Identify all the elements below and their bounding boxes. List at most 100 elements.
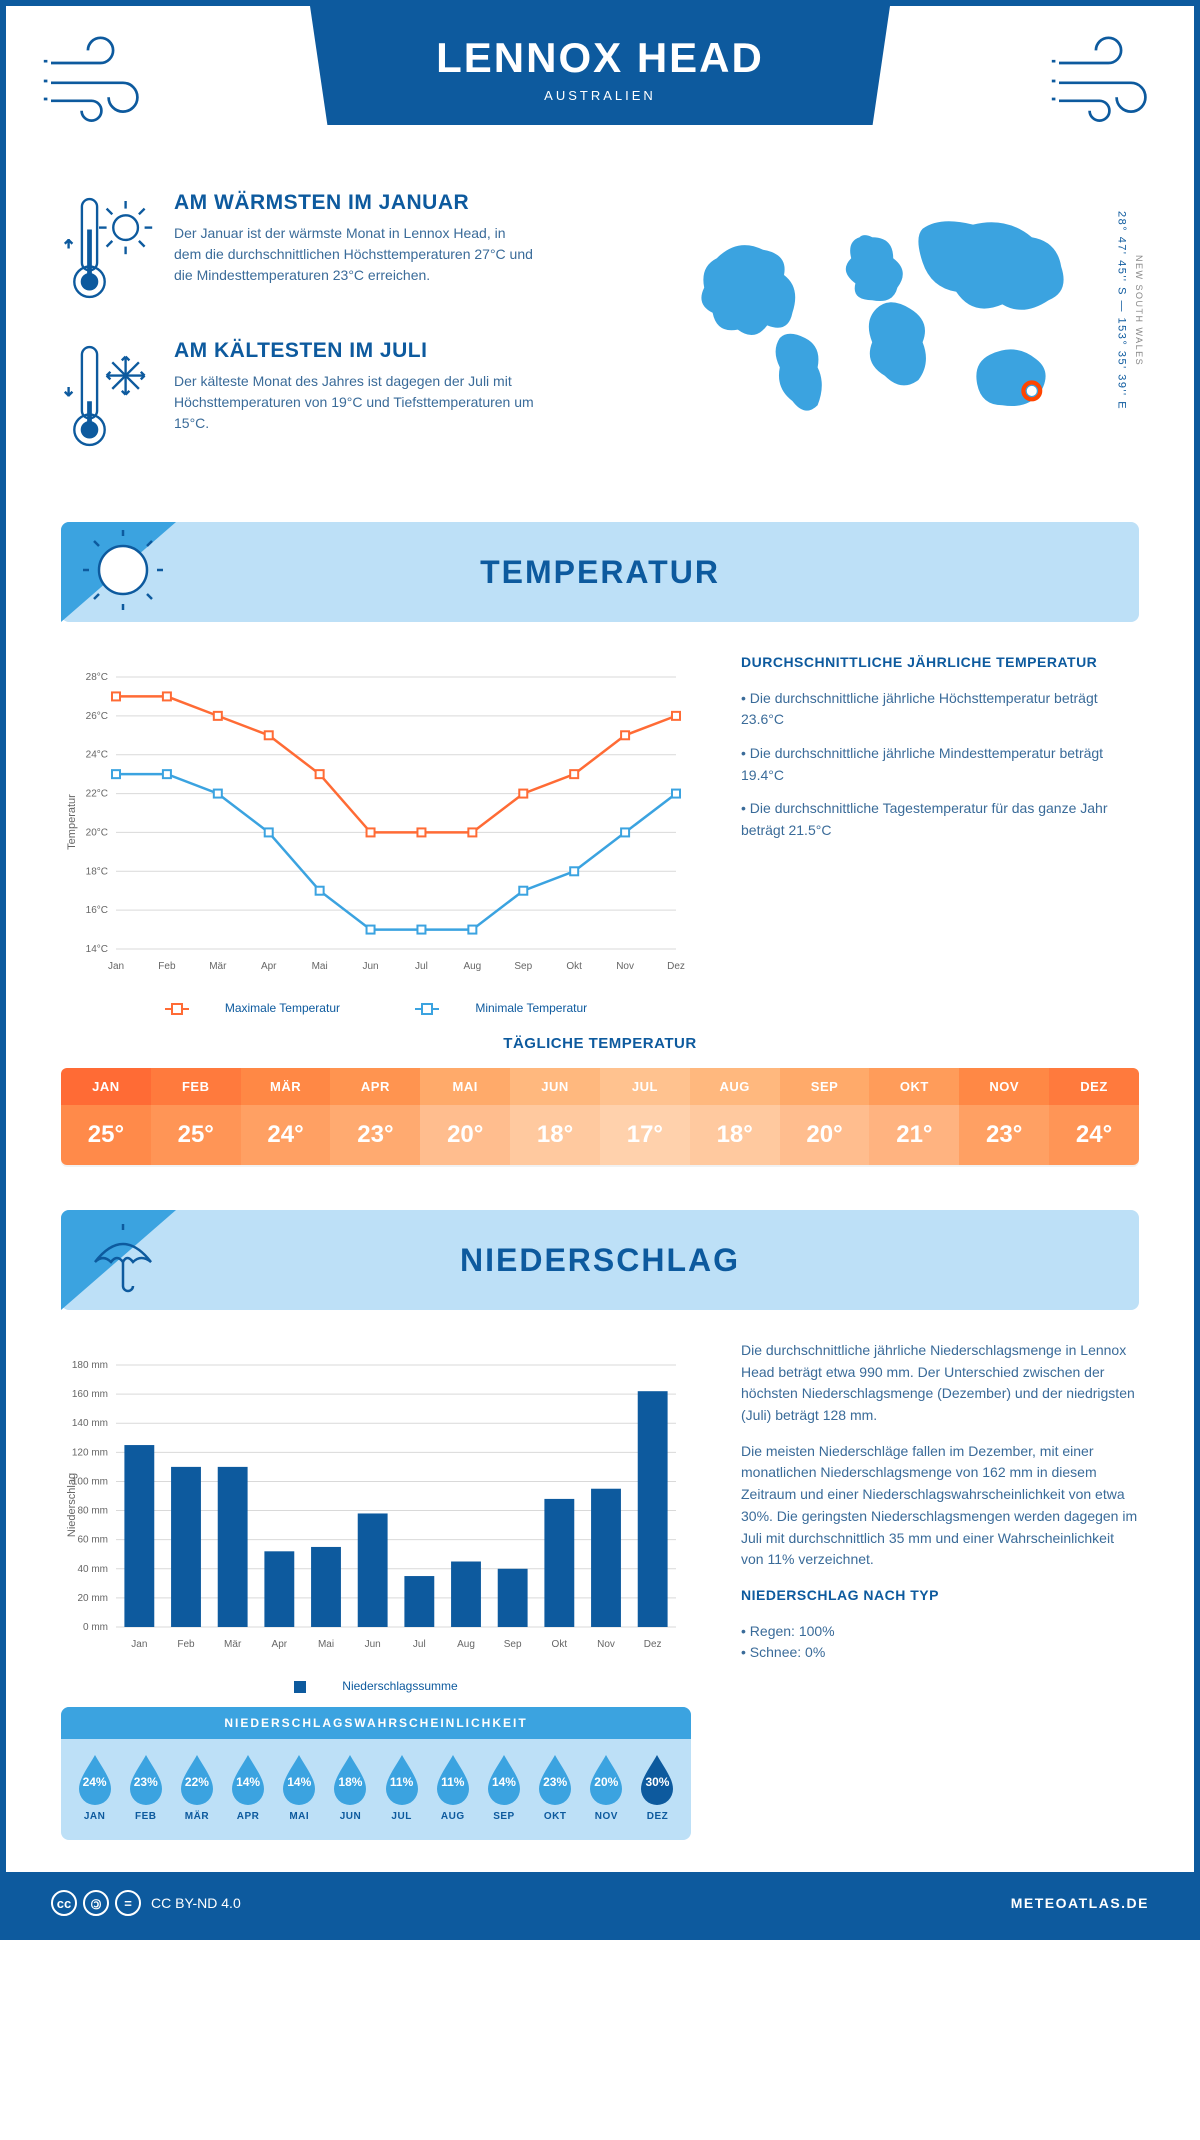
svg-text:120 mm: 120 mm (72, 1447, 108, 1458)
precipitation-probability: NIEDERSCHLAGSWAHRSCHEINLICHKEIT 24%JAN23… (61, 1707, 691, 1840)
svg-text:Aug: Aug (457, 1639, 475, 1650)
legend-precip: Niederschlagssumme (342, 1679, 457, 1693)
svg-text:Mär: Mär (224, 1639, 242, 1650)
svg-text:Niederschlag: Niederschlag (66, 1473, 78, 1537)
drop-item: 23%FEB (120, 1753, 171, 1822)
svg-text:Dez: Dez (667, 961, 685, 972)
svg-text:Apr: Apr (272, 1639, 288, 1650)
svg-text:Sep: Sep (514, 961, 532, 972)
fact-coldest-title: AM KÄLTESTEN IM JULI (174, 339, 534, 363)
drop-item: 23%OKT (530, 1753, 581, 1822)
drop-item: 20%NOV (581, 1753, 632, 1822)
fact-warmest: AM WÄRMSTEN IM JANUAR Der Januar ist der… (61, 191, 639, 311)
temp-col: MAI20° (420, 1068, 510, 1165)
svg-text:14°C: 14°C (86, 944, 108, 955)
section-title-precipitation: NIEDERSCHLAG (460, 1242, 740, 1279)
precipitation-bar-chart: 0 mm20 mm40 mm60 mm80 mm100 mm120 mm140 … (61, 1340, 691, 1840)
region-label: NEW SOUTH WALES (1134, 255, 1144, 366)
svg-text:80 mm: 80 mm (77, 1506, 108, 1517)
svg-text:18°C: 18°C (86, 866, 108, 877)
svg-text:40 mm: 40 mm (77, 1564, 108, 1575)
precip-prob-heading: NIEDERSCHLAGSWAHRSCHEINLICHKEIT (61, 1707, 691, 1739)
precipitation-row: 0 mm20 mm40 mm60 mm80 mm100 mm120 mm140 … (6, 1340, 1194, 1860)
title-banner: LENNOX HEAD AUSTRALIEN (310, 6, 890, 125)
temp-col: OKT21° (869, 1068, 959, 1165)
by-icon: 🄯 (83, 1890, 109, 1916)
drop-item: 11%JUL (376, 1753, 427, 1822)
drop-item: 24%JAN (69, 1753, 120, 1822)
temp-bullet-3: • Die durchschnittliche Tagestemperatur … (741, 798, 1139, 841)
temp-col: NOV23° (959, 1068, 1049, 1165)
temp-col: APR23° (330, 1068, 420, 1165)
fact-warmest-text: Der Januar ist der wärmste Monat in Lenn… (174, 223, 534, 286)
license-text: CC BY-ND 4.0 (151, 1895, 241, 1911)
cc-icons: cc 🄯 = (51, 1890, 141, 1916)
svg-text:28°C: 28°C (86, 672, 108, 683)
temp-col: MÄR24° (241, 1068, 331, 1165)
wind-icon-left (41, 36, 151, 131)
temp-col: FEB25° (151, 1068, 241, 1165)
legend-min: Minimale Temperatur (475, 1001, 587, 1015)
thermometer-sun-icon (61, 191, 156, 311)
svg-text:Temperatur: Temperatur (66, 794, 78, 850)
svg-text:0 mm: 0 mm (83, 1622, 108, 1633)
svg-text:Jul: Jul (415, 961, 428, 972)
fact-coldest-text: Der kälteste Monat des Jahres ist dagege… (174, 371, 534, 434)
temp-text-heading: DURCHSCHNITTLICHE JÄHRLICHE TEMPERATUR (741, 652, 1139, 674)
drop-item: 18%JUN (325, 1753, 376, 1822)
svg-text:Nov: Nov (597, 1639, 615, 1650)
svg-text:180 mm: 180 mm (72, 1360, 108, 1371)
temp-col: JUL17° (600, 1068, 690, 1165)
drop-item: 11%AUG (427, 1753, 478, 1822)
svg-text:Okt: Okt (552, 1639, 568, 1650)
svg-text:Feb: Feb (177, 1639, 195, 1650)
thermometer-snow-icon (61, 339, 156, 459)
daily-temperature-table: TÄGLICHE TEMPERATUR JAN25°FEB25°MÄR24°AP… (6, 1035, 1194, 1210)
drop-item: 14%SEP (478, 1753, 529, 1822)
drop-item: 14%MAI (274, 1753, 325, 1822)
precip-type-heading: NIEDERSCHLAG NACH TYP (741, 1585, 1139, 1607)
wind-icon-right (1049, 36, 1159, 131)
precip-type-rain: • Regen: 100% (741, 1621, 1139, 1643)
coordinates: NEW SOUTH WALES 28° 47' 45'' S — 153° 35… (1112, 211, 1147, 410)
temp-col: JUN18° (510, 1068, 600, 1165)
svg-text:Jan: Jan (108, 961, 124, 972)
section-header-temperature: TEMPERATUR (61, 522, 1139, 622)
svg-text:Jul: Jul (413, 1639, 426, 1650)
svg-text:16°C: 16°C (86, 905, 108, 916)
temperature-row: 14°C16°C18°C20°C22°C24°C26°C28°CJanFebMä… (6, 652, 1194, 1035)
svg-text:Dez: Dez (644, 1639, 662, 1650)
nd-icon: = (115, 1890, 141, 1916)
svg-text:Aug: Aug (463, 961, 481, 972)
precipitation-summary-text: Die durchschnittliche jährliche Niedersc… (741, 1340, 1139, 1840)
license-block: cc 🄯 = CC BY-ND 4.0 (51, 1890, 241, 1916)
infographic-frame: LENNOX HEAD AUSTRALIEN (0, 0, 1200, 1940)
temp-col: AUG18° (690, 1068, 780, 1165)
section-header-precipitation: NIEDERSCHLAG (61, 1210, 1139, 1310)
sun-icon (83, 530, 163, 615)
coords-text: 28° 47' 45'' S — 153° 35' 39'' E (1115, 211, 1127, 410)
location-title: LENNOX HEAD (310, 34, 890, 82)
precip-text-2: Die meisten Niederschläge fallen im Deze… (741, 1441, 1139, 1571)
umbrella-icon (83, 1218, 163, 1303)
drop-item: 22%MÄR (171, 1753, 222, 1822)
brand-text: METEOATLAS.DE (1011, 1895, 1149, 1911)
precip-type-snow: • Schnee: 0% (741, 1642, 1139, 1664)
footer: cc 🄯 = CC BY-ND 4.0 METEOATLAS.DE (6, 1872, 1194, 1934)
svg-text:Jan: Jan (131, 1639, 147, 1650)
svg-text:Mär: Mär (209, 961, 227, 972)
header: LENNOX HEAD AUSTRALIEN (6, 6, 1194, 191)
temperature-line-chart: 14°C16°C18°C20°C22°C24°C26°C28°CJanFebMä… (61, 652, 691, 1015)
svg-text:Apr: Apr (261, 961, 277, 972)
precip-text-1: Die durchschnittliche jährliche Niedersc… (741, 1340, 1139, 1427)
section-title-temperature: TEMPERATUR (480, 554, 720, 591)
drop-item: 14%APR (223, 1753, 274, 1822)
svg-text:Nov: Nov (616, 961, 634, 972)
daily-temp-heading: TÄGLICHE TEMPERATUR (61, 1035, 1139, 1052)
cc-icon: cc (51, 1890, 77, 1916)
temperature-legend: Maximale Temperatur Minimale Temperatur (61, 1001, 691, 1015)
intro-section: AM WÄRMSTEN IM JANUAR Der Januar ist der… (6, 191, 1194, 522)
svg-text:Jun: Jun (365, 1639, 381, 1650)
svg-text:26°C: 26°C (86, 711, 108, 722)
svg-text:160 mm: 160 mm (72, 1389, 108, 1400)
